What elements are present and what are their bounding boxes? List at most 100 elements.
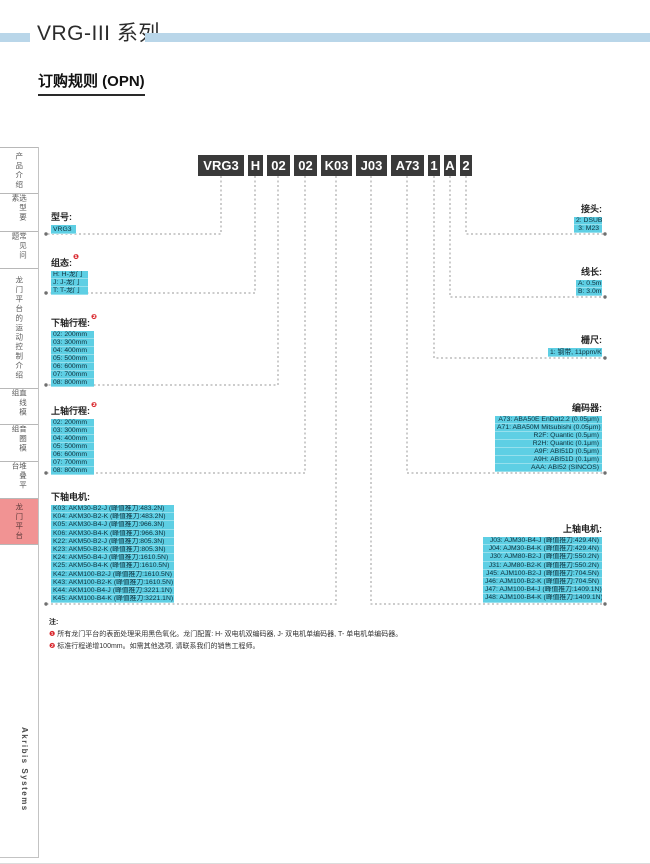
group-cable-length-label: 线长: — [581, 267, 602, 277]
note-marker-2: ❷ — [49, 643, 56, 650]
note-text: 所有龙门平台的表面处理采用黑色氧化。龙门配置: H- 双电机双编码器, J- 双… — [57, 631, 403, 638]
option-item: K03: AKM30-B2-J (峰值推力:483.2N) — [51, 505, 174, 514]
option-item: J04: AJM30-B4-K (峰值推力:429.4N) — [483, 545, 602, 554]
sidebar: 产品介绍 选型要素 常见问题 龙门平台的运动控制介绍 直线模组 音圈模组 堆叠平… — [0, 147, 38, 545]
group-scale: 栅尺: 1: 钢带, 11ppm/K — [548, 335, 602, 357]
option-item: K22: AKM50-B2-J (峰值推力:805.3N) — [51, 537, 174, 546]
section-title: 订购规则 (OPN) — [38, 70, 145, 96]
option-item: R2H: Quantic (0.1μm) — [495, 440, 602, 448]
option-item: 04: 400mm — [51, 435, 94, 443]
option-item: 02: 200mm — [51, 331, 94, 339]
pn-segment-cable-length: A — [444, 155, 456, 176]
option-item: K42: AKM100-B2-J (峰值推力:1610.5N) — [51, 570, 174, 579]
option-item: A71: ABA50M Mitsubishi (0.05μm) — [495, 424, 602, 432]
pn-segment-lower-motor: K03 — [321, 155, 352, 176]
option-item: 05: 500mm — [51, 355, 94, 363]
option-item: T: T-龙门 — [51, 287, 88, 295]
sidebar-item-linear-module: 直线模组 — [0, 388, 38, 424]
option-item: K45: AKM100-B4-K (峰值推力:3221.1N) — [51, 595, 174, 604]
option-item: K06: AKM30-B4-K (峰值推力:966.3N) — [51, 529, 174, 538]
group-config-label: 组态:❶ — [51, 254, 88, 269]
note-marker-1: ❶ — [73, 254, 79, 261]
option-item: B: 3.0m — [576, 288, 602, 296]
note-line-2: ❷ 标准行程递增100mm。如需其他选项, 请联系我们的销售工程师。 — [49, 641, 402, 653]
sidebar-item-label: 音圈模组 — [11, 425, 28, 454]
group-lower-stroke-label: 下轴行程:❷ — [51, 314, 97, 329]
group-lower-motor-label: 下轴电机: — [51, 492, 90, 502]
option-item: J48: AJM100-B4-K (峰值推力:1409.1N) — [483, 594, 602, 603]
group-cable-length: 线长: A: 0.5m B: 3.0m — [576, 267, 602, 296]
option-item: 06: 600mm — [51, 451, 94, 459]
group-upper-stroke-label: 上轴行程:❷ — [51, 402, 97, 417]
group-lower-motor: 下轴电机: K03: AKM30-B2-J (峰值推力:483.2N) K04:… — [51, 492, 174, 604]
option-item: 08: 800mm — [51, 467, 94, 475]
sidebar-item-gantry-stage-active: 龙门平台 — [0, 498, 38, 545]
option-item: K44: AKM100-B4-J (峰值推力:3221.1N) — [51, 586, 174, 596]
option-item: 03: 300mm — [51, 339, 94, 347]
option-item: K23: AKM50-B2-K (峰值推力:805.3N) — [51, 545, 174, 555]
note-line-1: ❶ 所有龙门平台的表面处理采用黑色氧化。龙门配置: H- 双电机双编码器, J- … — [49, 629, 402, 641]
notes-section: 注: ❶ 所有龙门平台的表面处理采用黑色氧化。龙门配置: H- 双电机双编码器, … — [49, 617, 402, 653]
sidebar-item-stacked-stage: 堆叠平台 — [0, 461, 38, 498]
group-model-label: 型号: — [51, 212, 72, 222]
note-text: 标准行程递增100mm。如需其他选项, 请联系我们的销售工程师。 — [57, 643, 260, 650]
option-item: 07: 700mm — [51, 371, 94, 379]
group-lower-stroke: 下轴行程:❷ 02: 200mm 03: 300mm 04: 400mm 05:… — [51, 314, 97, 387]
pn-segment-upper-stroke: 02 — [294, 155, 317, 176]
pn-segment-upper-motor: J03 — [356, 155, 387, 176]
sidebar-item-gantry-motion-control: 龙门平台的运动控制介绍 — [0, 268, 38, 388]
option-item: 07: 700mm — [51, 459, 94, 467]
pn-segment-encoder: A73 — [391, 155, 424, 176]
sidebar-item-selection-factors: 选型要素 — [0, 193, 38, 231]
sidebar-item-product-intro: 产品介绍 — [0, 147, 38, 193]
note-marker-2: ❷ — [91, 402, 97, 409]
label-text: 下轴行程: — [51, 318, 90, 328]
option-item: 2: DSUB — [574, 217, 602, 225]
sidebar-divider-vertical — [38, 147, 39, 858]
option-item: 04: 400mm — [51, 347, 94, 355]
option-item: A: 0.5m — [576, 280, 602, 288]
pn-segment-lower-stroke: 02 — [267, 155, 290, 176]
option-item: A9F: ABI51D (0.5μm) — [495, 448, 602, 456]
group-upper-motor: 上轴电机: J03: AJM30-B4-J (峰值推力:429.4N) J04:… — [483, 524, 602, 603]
sidebar-item-label: 常见问题 — [11, 232, 28, 261]
label-text: 上轴行程: — [51, 406, 90, 416]
sidebar-item-label: 龙门平台 — [14, 502, 24, 541]
option-item: J03: AJM30-B4-J (峰值推力:429.4N) — [483, 537, 602, 546]
option-item: 08: 800mm — [51, 379, 94, 387]
option-item: J: J-龙门 — [51, 279, 88, 287]
option-item: 3: M23 — [574, 225, 602, 233]
sidebar-divider-bottom — [0, 857, 39, 858]
sidebar-item-label: 产品介绍 — [14, 151, 24, 190]
option-item: K05: AKM30-B4-J (峰值推力:966.3N) — [51, 521, 174, 530]
label-text: 组态: — [51, 258, 72, 268]
option-item: K25: AKM50-B4-K (峰值推力:1610.5N) — [51, 562, 174, 571]
option-item: K43: AKM100-B2-K (峰值推力:1610.5N) — [51, 578, 174, 587]
option-item: J47: AJM100-B4-J (峰值推力:1409.1N) — [483, 586, 602, 595]
page-title: VRG-III 系列 — [37, 22, 160, 45]
note-marker-1: ❶ — [49, 631, 56, 638]
notes-heading: 注: — [49, 619, 59, 626]
brand-vertical-text: Akribis Systems — [20, 727, 29, 812]
sidebar-item-label: 龙门平台的运动控制介绍 — [14, 276, 24, 381]
option-item: 03: 300mm — [51, 427, 94, 435]
option-item: A73: ABA50E EnDat2.2 (0.05μm) — [495, 416, 602, 424]
group-encoder-label: 编码器: — [572, 403, 602, 413]
pn-segment-scale: 1 — [428, 155, 440, 176]
option-item: A9H: ABI51D (0.1μm) — [495, 456, 602, 464]
option-item: 06: 600mm — [51, 363, 94, 371]
group-connector: 接头: 2: DSUB 3: M23 — [574, 204, 602, 233]
group-connector-label: 接头: — [581, 204, 602, 214]
option-item: J46: AJM100-B2-K (峰值推力:704.5N) — [483, 577, 602, 587]
group-encoder: 编码器: A73: ABA50E EnDat2.2 (0.05μm) A71: … — [495, 403, 602, 472]
option-item: K04: AKM30-B2-K (峰值推力:483.2N) — [51, 513, 174, 522]
option-item: 02: 200mm — [51, 419, 94, 427]
option-item: AAA: ABI52 (SINCOS) — [495, 464, 602, 472]
note-marker-2: ❷ — [91, 314, 97, 321]
sidebar-item-label: 选型要素 — [11, 194, 28, 223]
option-item: J45: AJM100-B2-J (峰值推力:704.5N) — [483, 569, 602, 578]
group-model: 型号: VRG3 — [51, 212, 76, 234]
sidebar-item-label: 直线模组 — [11, 389, 28, 418]
pn-segment-model: VRG3 — [198, 155, 244, 176]
